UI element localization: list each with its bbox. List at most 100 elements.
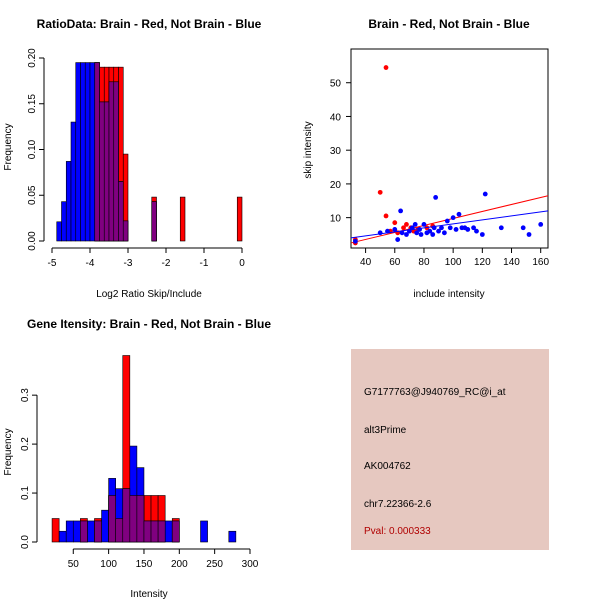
scatter-brain-point — [401, 225, 406, 231]
intensity-overlap-bar — [136, 495, 145, 543]
scatter-not-brain-point — [418, 232, 424, 237]
intensity-overlap-bar — [150, 520, 159, 543]
ratio-hist-xlabel: Log2 Ratio Skip/Include — [96, 289, 202, 300]
scatter-not-brain-fit-line — [350, 210, 549, 239]
scatter-plot-frame — [350, 48, 549, 249]
scatter-y-tick-label: 40 — [330, 112, 342, 123]
scatter-not-brain-point — [498, 225, 504, 231]
scatter-y-tick-label: 30 — [330, 146, 342, 157]
scatter-xlabel: include intensity — [413, 289, 484, 300]
ratio-y-tick-label: 0.15 — [27, 94, 38, 114]
ratio-y-tick-label: 0.05 — [27, 185, 38, 205]
scatter-x-tick-label: 40 — [360, 257, 372, 268]
scatter-x-tick-label: 120 — [474, 257, 491, 268]
intensity-x-tick-label: 200 — [171, 559, 188, 570]
scatter-x-tick-label: 140 — [503, 257, 520, 268]
scatter-y-tick-label: 20 — [330, 180, 342, 191]
intensity-x-tick-label: 300 — [242, 559, 259, 570]
scatter-y-tick-label: 50 — [330, 79, 342, 90]
ratio-overlap-bar — [108, 81, 115, 242]
scatter-not-brain-point — [465, 227, 471, 232]
scatter-brain-point — [404, 221, 409, 227]
ratio-brain-bar — [236, 196, 243, 242]
intensity-not-brain-bar — [87, 520, 95, 543]
scatter-brain-point — [383, 213, 389, 219]
scatter-not-brain-point — [441, 230, 447, 236]
intensity-overlap-bar — [80, 520, 88, 543]
scatter-not-brain-point — [450, 215, 456, 221]
scatter-not-brain-point — [412, 221, 418, 227]
accession: AK004762 — [364, 461, 411, 472]
ratio-overlap-bar — [118, 181, 124, 242]
ratio-brain-bar — [179, 196, 186, 242]
ratio-y-tick-label: 0.20 — [27, 48, 38, 68]
scatter-not-brain-point — [352, 238, 358, 244]
scatter-x-tick-label: 160 — [532, 257, 549, 268]
scatter-plot: Brain - Red, Not Brain - Blue include in… — [303, 17, 549, 300]
scatter-brain-point — [392, 220, 398, 226]
intensity-y-tick-label: 0.2 — [20, 437, 31, 451]
scatter-brain-point — [383, 65, 389, 70]
scatter-title: Brain - Red, Not Brain - Blue — [368, 17, 530, 31]
intensity-overlap-bar — [129, 495, 138, 543]
scatter-not-brain-point — [482, 191, 488, 197]
scatter-not-brain-point — [474, 228, 479, 234]
ratio-not-brain-bar — [70, 121, 77, 242]
ratio-histogram: RatioData: Brain - Red, Not Brain - Blue… — [3, 17, 262, 300]
ratio-not-brain-bar — [61, 201, 67, 242]
ratio-x-tick-label: -4 — [86, 258, 95, 269]
intensity-x-tick-label: 100 — [100, 559, 117, 570]
scatter-not-brain-point — [427, 228, 433, 234]
intensity-y-tick-label: 0.0 — [20, 535, 31, 549]
scatter-not-brain-point — [471, 225, 476, 231]
scatter-not-brain-point — [398, 208, 404, 214]
ratio-x-tick-label: -5 — [48, 258, 57, 269]
ratio-not-brain-bar — [56, 221, 62, 242]
ratio-x-tick-label: 0 — [239, 258, 245, 269]
intensity-overlap-bar — [143, 520, 152, 543]
ratio-overlap-bar — [113, 81, 119, 242]
ratio-not-brain-bar — [65, 161, 72, 242]
ratio-hist-title: RatioData: Brain - Red, Not Brain - Blue — [37, 17, 262, 31]
scatter-brain-fit-line — [350, 195, 549, 244]
scatter-x-tick-label: 100 — [445, 257, 462, 268]
scatter-not-brain-point — [520, 225, 526, 231]
scatter-not-brain-point — [414, 230, 420, 236]
intensity-brain-bar — [51, 518, 60, 543]
scatter-not-brain-point — [430, 232, 436, 237]
ratio-not-brain-bar — [80, 62, 86, 242]
ratio-y-tick-label: 0.00 — [27, 231, 38, 251]
ratio-overlap-bar — [151, 201, 157, 242]
intensity-overlap-bar — [122, 488, 131, 543]
scatter-x-tick-label: 80 — [418, 257, 430, 268]
scatter-brain-point — [377, 189, 383, 195]
intensity-hist-xlabel: Intensity — [130, 589, 167, 600]
scatter-not-brain-point — [538, 221, 544, 227]
intensity-not-brain-bar — [101, 509, 109, 543]
scatter-ylabel: skip intensity — [303, 121, 314, 178]
ratio-overlap-bar — [122, 220, 129, 242]
intensity-hist-title: Gene Itensity: Brain - Red, Not Brain - … — [27, 317, 271, 331]
scatter-not-brain-point — [456, 211, 462, 217]
scatter-not-brain-point — [439, 225, 444, 231]
intensity-overlap-bar — [171, 520, 180, 543]
intensity-overlap-bar — [115, 518, 124, 543]
scatter-not-brain-point — [399, 230, 405, 236]
scatter-not-brain-point — [395, 237, 401, 242]
ratio-overlap-bar — [103, 101, 110, 242]
probe-id: G7177763@J940769_RC@i_at — [364, 387, 506, 398]
scatter-not-brain-point — [526, 232, 532, 237]
ratio-x-tick-label: -2 — [162, 258, 171, 269]
ratio-overlap-bar — [99, 101, 105, 242]
scatter-not-brain-point — [392, 227, 398, 232]
ratio-not-brain-bar — [84, 62, 91, 242]
intensity-x-tick-label: 250 — [206, 559, 223, 570]
scatter-not-brain-point — [433, 195, 439, 200]
scatter-x-tick-label: 60 — [389, 257, 401, 268]
probe-info-panel: G7177763@J940769_RC@i_at alt3Prime AK004… — [351, 349, 549, 550]
scatter-y-tick-label: 10 — [330, 214, 342, 225]
intensity-histogram: Gene Itensity: Brain - Red, Not Brain - … — [3, 317, 271, 600]
intensity-not-brain-bar — [65, 520, 74, 543]
intensity-x-tick-label: 50 — [68, 559, 80, 570]
